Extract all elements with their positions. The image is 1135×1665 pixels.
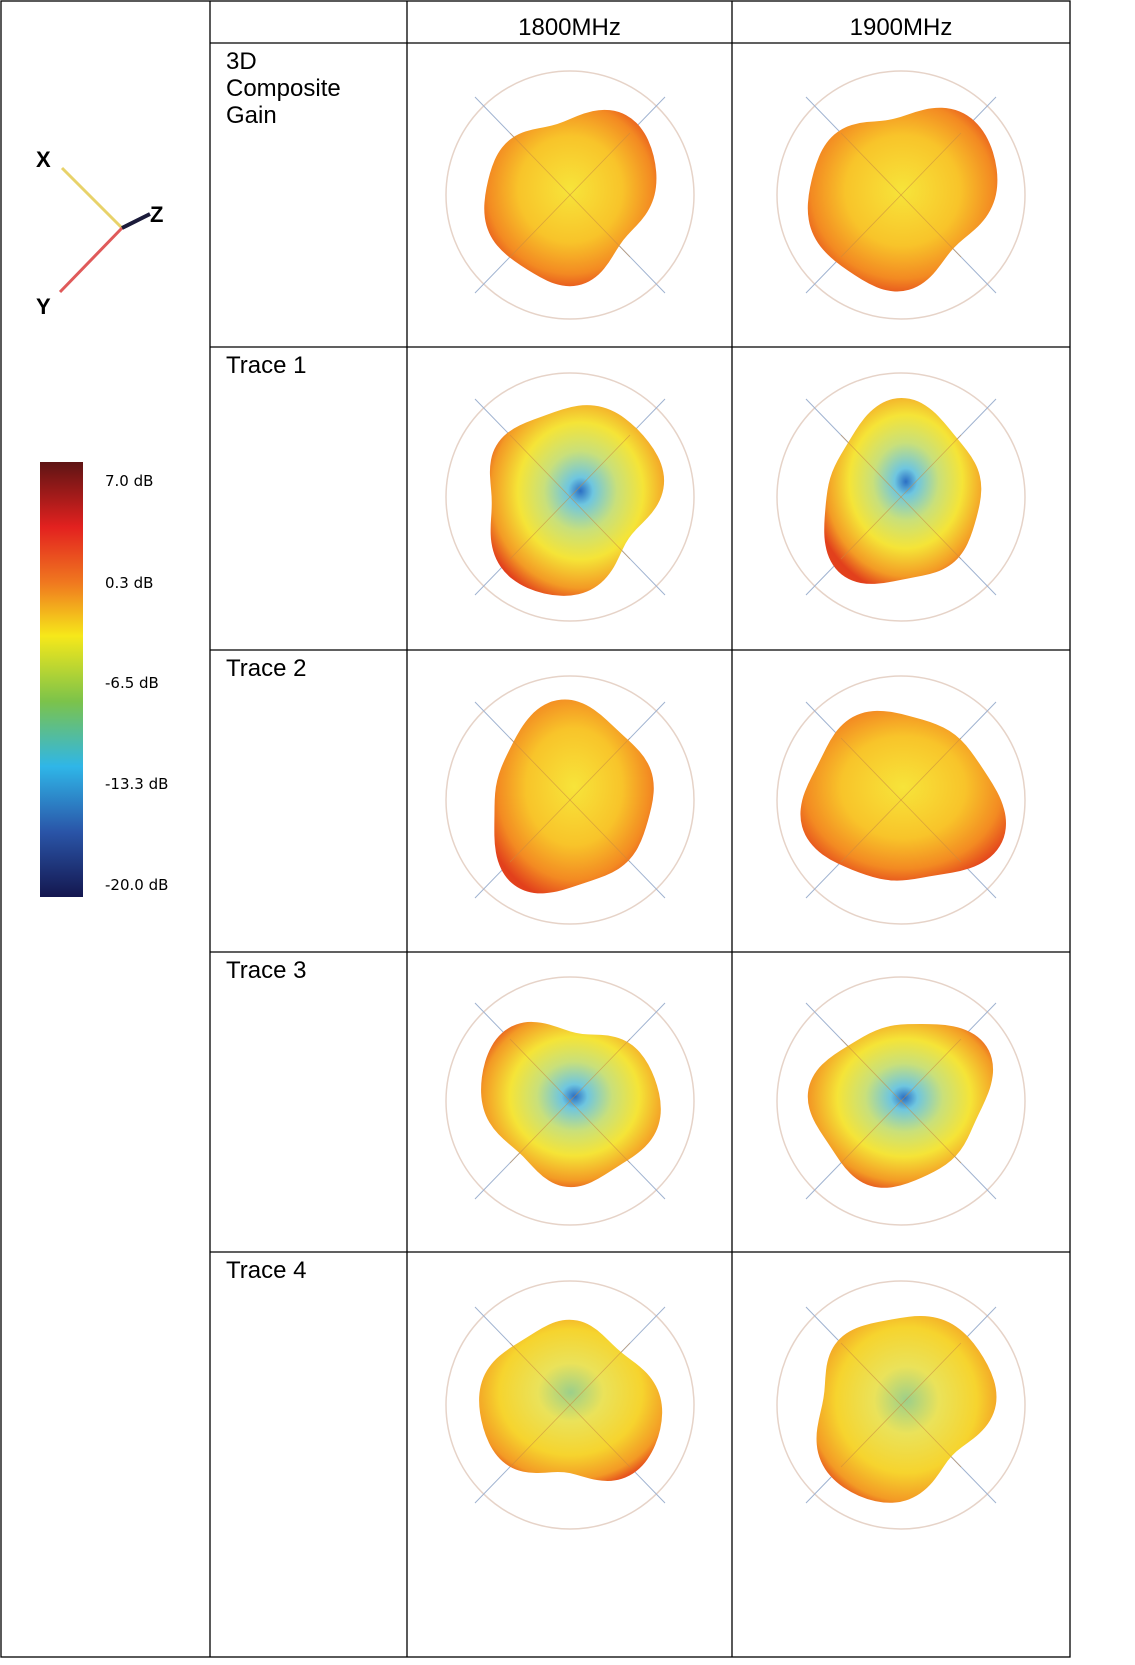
colorbar-label: -13.3 dB [105, 775, 169, 793]
pattern-axis [840, 132, 962, 258]
pattern-frame [445, 675, 695, 925]
row-label: Trace 3 [226, 957, 307, 984]
pattern-axis [509, 434, 631, 560]
axis-label: Y [36, 294, 51, 319]
column-header: 1800MHz [518, 14, 621, 41]
radiation-pattern [484, 109, 657, 287]
pattern-axis [509, 1038, 631, 1164]
colorbar-label: -6.5 dB [105, 674, 159, 692]
radiation-pattern [807, 1023, 994, 1188]
radiation-pattern [479, 1319, 663, 1481]
pattern-frame [776, 675, 1026, 925]
row-label: 3D Composite Gain [226, 48, 341, 129]
pattern-frame [776, 372, 1026, 622]
radiation-pattern [489, 405, 665, 596]
axis-label: X [36, 147, 51, 172]
pattern-axis [840, 434, 962, 560]
pattern-axis [509, 132, 631, 258]
pattern-frame [445, 976, 695, 1226]
radiation-pattern [824, 397, 982, 584]
radiation-pattern [800, 710, 1006, 881]
axis-label: Z [150, 202, 164, 227]
radiation-pattern [816, 1315, 997, 1503]
table-borders [0, 0, 1071, 1658]
pattern-axis [840, 1038, 962, 1164]
pattern-axis [509, 1342, 631, 1468]
radiation-pattern [481, 1021, 661, 1188]
axis-icon [58, 166, 151, 294]
pattern-frame [445, 70, 695, 320]
pattern-frame [776, 1280, 1026, 1530]
pattern-frame [445, 1280, 695, 1530]
pattern-frame [776, 70, 1026, 320]
row-label: Trace 2 [226, 655, 307, 682]
pattern-axis [840, 737, 962, 863]
pattern-frame [776, 976, 1026, 1226]
row-label: Trace 4 [226, 1257, 307, 1284]
colorbar-label: -20.0 dB [105, 876, 169, 894]
colorbar-label: 7.0 dB [105, 472, 154, 490]
radiation-pattern [807, 107, 998, 292]
colorbar [40, 462, 83, 897]
colorbar-label: 0.3 dB [105, 574, 154, 592]
row-label: Trace 1 [226, 352, 307, 379]
pattern-axis [840, 1342, 962, 1468]
pattern-axis [509, 737, 631, 863]
pattern-frame [445, 372, 695, 622]
column-header: 1900MHz [849, 14, 953, 41]
radiation-pattern [494, 699, 654, 894]
